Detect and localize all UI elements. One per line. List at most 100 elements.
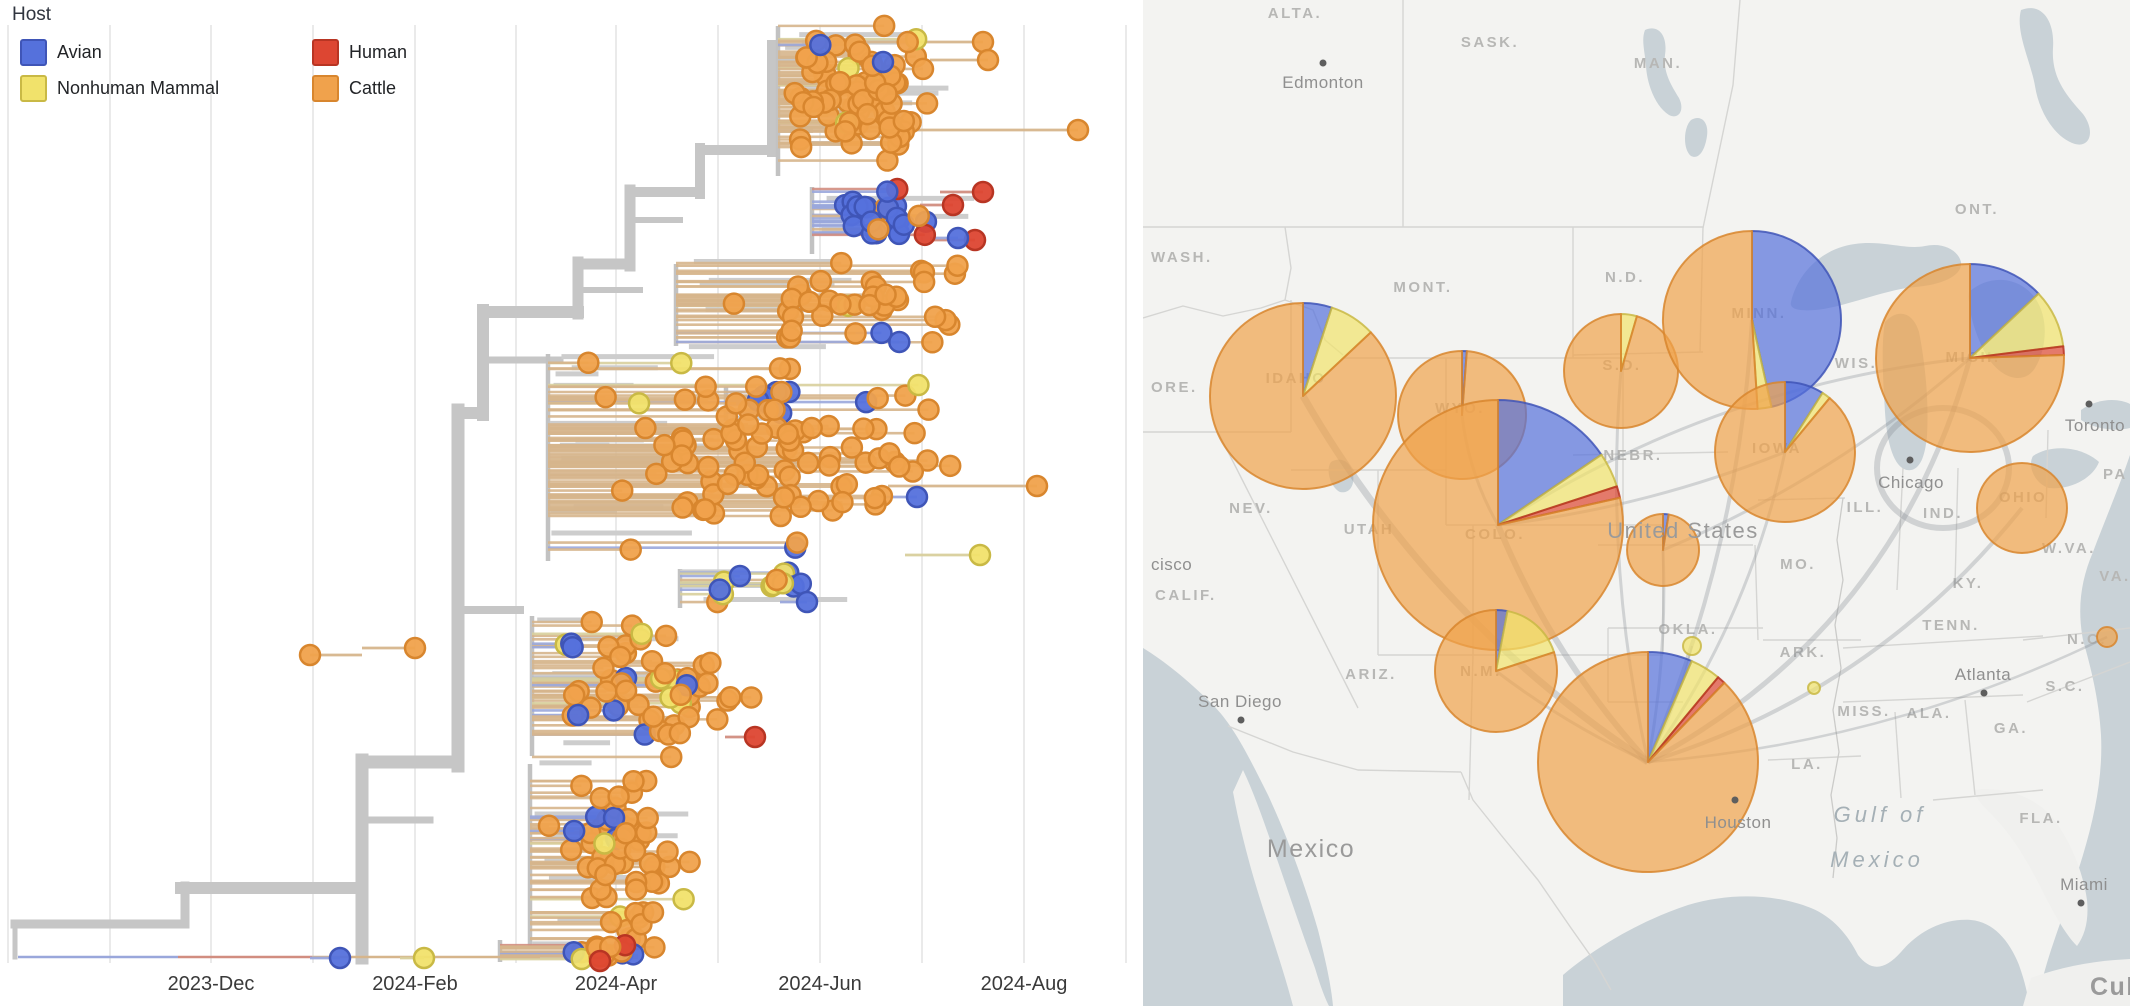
- tree-tip-cattle[interactable]: [896, 30, 919, 54]
- tree-tip-mammal[interactable]: [907, 373, 930, 397]
- tree-tip-cattle[interactable]: [809, 269, 833, 293]
- map-pie-texas[interactable]: [1536, 651, 1759, 873]
- tree-tip-cattle[interactable]: [627, 693, 650, 717]
- tree-tip-cattle[interactable]: [831, 490, 854, 514]
- tree-tip-mammal[interactable]: [412, 946, 436, 970]
- tree-tip-mammal[interactable]: [630, 622, 653, 646]
- tree-tip-cattle[interactable]: [614, 679, 638, 702]
- tree-tip-cattle[interactable]: [641, 901, 665, 924]
- tree-tip-cattle[interactable]: [653, 661, 677, 685]
- tree-tip-cattle[interactable]: [976, 48, 1000, 72]
- tree-tip-cattle[interactable]: [789, 135, 813, 159]
- tree-tip-avian[interactable]: [602, 699, 625, 722]
- tree-tip-cattle[interactable]: [694, 375, 717, 399]
- legend-item-human[interactable]: Human: [312, 38, 407, 66]
- tree-tip-cattle[interactable]: [719, 686, 742, 709]
- legend-item-cattle[interactable]: Cattle: [312, 74, 407, 102]
- map-pie-ohio[interactable]: [1976, 462, 2068, 554]
- map-pie-new_mexico[interactable]: [1433, 609, 1558, 733]
- tree-tip-mammal[interactable]: [968, 543, 992, 567]
- tree-tip-cattle[interactable]: [595, 680, 618, 703]
- tree-tip-cattle[interactable]: [915, 92, 939, 115]
- tree-tip-cattle[interactable]: [670, 444, 693, 467]
- tree-tip-avian[interactable]: [728, 564, 752, 588]
- tree-tip-cattle[interactable]: [769, 504, 792, 528]
- tree-tip-avian[interactable]: [708, 578, 731, 601]
- tree-tip-avian[interactable]: [562, 819, 586, 843]
- tree-tip-cattle[interactable]: [673, 388, 697, 411]
- tree-tip-cattle[interactable]: [659, 745, 683, 769]
- tree-tip-cattle[interactable]: [848, 40, 871, 63]
- tree-tip-cattle[interactable]: [785, 531, 809, 554]
- tree-tip-cattle[interactable]: [858, 293, 881, 317]
- map-pie-idaho[interactable]: [1209, 302, 1397, 490]
- tree-tip-cattle[interactable]: [946, 254, 969, 277]
- tree-tip-avian[interactable]: [561, 635, 584, 659]
- tree-tip-cattle[interactable]: [856, 102, 879, 126]
- tree-tip-cattle[interactable]: [642, 705, 665, 728]
- tree-tip-avian[interactable]: [871, 50, 895, 74]
- tree-tip-cattle[interactable]: [917, 398, 940, 421]
- tree-tip-avian[interactable]: [809, 33, 832, 57]
- geo-map[interactable]: ALTA.SASK.MAN.ONT.WASH.MONT.N.D.ORE.IDAH…: [1143, 0, 2130, 1006]
- tree-tip-cattle[interactable]: [811, 304, 834, 328]
- tree-tip-cattle[interactable]: [636, 806, 659, 830]
- tree-tip-cattle[interactable]: [778, 465, 801, 489]
- tree-tip-cattle[interactable]: [599, 910, 623, 934]
- tree-tip-cattle[interactable]: [852, 417, 875, 440]
- tree-tip-cattle[interactable]: [798, 290, 821, 313]
- tree-tip-cattle[interactable]: [916, 449, 939, 472]
- tree-tip-cattle[interactable]: [592, 656, 615, 680]
- tree-tip-cattle[interactable]: [740, 686, 763, 709]
- tree-tip-cattle[interactable]: [580, 610, 603, 634]
- tree-tip-avian[interactable]: [328, 946, 352, 970]
- tree-tip-cattle[interactable]: [653, 433, 676, 457]
- tree-tip-cattle[interactable]: [772, 486, 796, 509]
- tree-tip-cattle[interactable]: [844, 322, 867, 345]
- tree-tip-cattle[interactable]: [875, 82, 898, 105]
- tree-tip-cattle[interactable]: [671, 496, 694, 519]
- tree-tip-cattle[interactable]: [800, 416, 823, 440]
- map-panel[interactable]: ALTA.SASK.MAN.ONT.WASH.MONT.N.D.ORE.IDAH…: [1143, 0, 2130, 1006]
- tree-tip-cattle[interactable]: [840, 436, 864, 459]
- map-pie-michigan[interactable]: [1875, 263, 2065, 453]
- tree-tip-cattle[interactable]: [817, 454, 841, 477]
- tree-tip-cattle[interactable]: [1066, 118, 1090, 142]
- tree-tip-cattle[interactable]: [594, 863, 617, 887]
- map-pie-louisiana_spot[interactable]: [1807, 681, 1821, 695]
- tree-tip-cattle[interactable]: [874, 283, 897, 306]
- tree-tip-cattle[interactable]: [678, 850, 701, 874]
- tree-tip-mammal[interactable]: [672, 887, 695, 911]
- tree-tip-cattle[interactable]: [867, 218, 890, 241]
- tree-tip-cattle[interactable]: [866, 386, 889, 410]
- tree-tip-cattle[interactable]: [789, 495, 812, 519]
- tree-tip-cattle[interactable]: [610, 479, 634, 502]
- tree-tip-cattle[interactable]: [938, 454, 962, 478]
- tree-tip-cattle[interactable]: [537, 814, 561, 838]
- tree-tip-cattle[interactable]: [765, 568, 788, 592]
- tree-tip-cattle[interactable]: [706, 708, 729, 731]
- tree-tip-cattle[interactable]: [722, 292, 746, 315]
- tree-tip-human[interactable]: [971, 180, 995, 204]
- tree-tip-cattle[interactable]: [699, 651, 722, 675]
- tree-tip-avian[interactable]: [905, 485, 929, 509]
- tree-tip-mammal[interactable]: [593, 832, 616, 855]
- map-pie-iowa[interactable]: [1714, 381, 1857, 523]
- tree-tip-cattle[interactable]: [828, 70, 852, 94]
- tree-tip-cattle[interactable]: [643, 936, 666, 959]
- tree-tip-cattle[interactable]: [559, 838, 583, 862]
- tree-tip-cattle[interactable]: [623, 839, 647, 863]
- tree-tip-cattle[interactable]: [577, 351, 600, 375]
- tree-tip-cattle[interactable]: [656, 840, 679, 863]
- tree-tip-cattle[interactable]: [716, 472, 740, 496]
- tree-tip-human[interactable]: [941, 193, 965, 217]
- tree-tip-cattle[interactable]: [833, 120, 857, 143]
- tree-tip-cattle[interactable]: [403, 636, 427, 660]
- tree-tip-cattle[interactable]: [696, 455, 720, 479]
- tree-tip-cattle[interactable]: [903, 421, 926, 445]
- tree-tip-cattle[interactable]: [669, 683, 693, 707]
- tree-tip-cattle[interactable]: [724, 392, 748, 415]
- tree-tip-cattle[interactable]: [912, 270, 936, 294]
- tree-tip-cattle[interactable]: [624, 878, 648, 901]
- tree-tip-cattle[interactable]: [298, 643, 322, 667]
